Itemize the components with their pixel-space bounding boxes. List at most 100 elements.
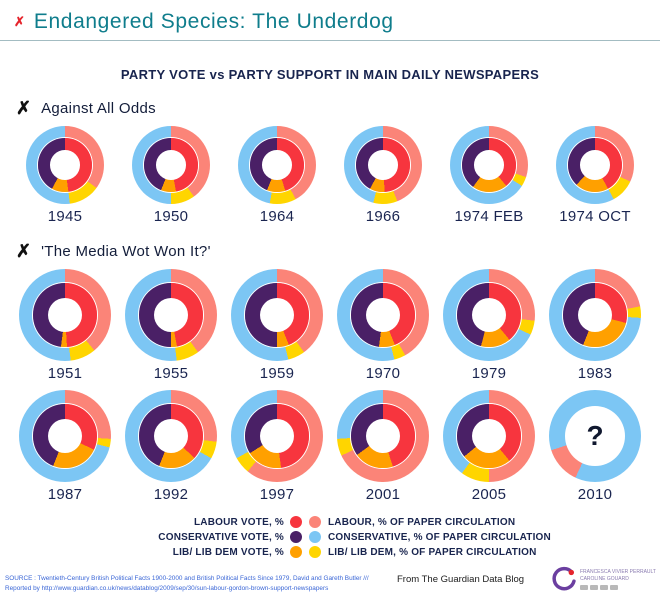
- legend-dot-conservative-papers: [309, 531, 321, 543]
- double-donut: [19, 390, 111, 482]
- year-label: 1964: [259, 208, 295, 225]
- year-label: 1987: [47, 486, 83, 503]
- legend-dot-libdem-papers: [309, 546, 321, 558]
- attribution-text: From The Guardian Data Blog: [397, 574, 525, 585]
- double-donut: [125, 269, 217, 361]
- x-mark-icon: ✗: [16, 241, 32, 261]
- section-heading: 'The Media Wot Won It?': [41, 243, 211, 260]
- legend-label-libdem-vote: LIB/ LIB DEM VOTE, %: [172, 546, 284, 558]
- legend-row-libdem: LIB/ LIB DEM VOTE, % LIB/ LIB DEM, % OF …: [34, 546, 626, 558]
- donut-chart-2010: ? 2010: [549, 390, 641, 503]
- legend-label-libdem-papers: LIB/ LIB DEM, % OF PAPER CIRCULATION: [328, 546, 537, 558]
- donut-hole: [474, 150, 504, 180]
- donut-grid-media-wot-won-it: 1951 1955 1959 1970 1979 1983 1987 1992 1997 2001…: [0, 262, 660, 503]
- x-mark-icon: ✗: [16, 98, 32, 118]
- donut-hole: [577, 297, 613, 333]
- donut-chart-2005: 2005: [443, 390, 535, 503]
- donut-hole: [471, 418, 507, 454]
- chart-subtitle: PARTY VOTE vs PARTY SUPPORT IN MAIN DAIL…: [120, 67, 540, 82]
- donut-hole: [262, 150, 292, 180]
- donut-hole: [47, 297, 83, 333]
- year-label: 1979: [471, 365, 507, 382]
- year-label: 1966: [365, 208, 401, 225]
- double-donut: [19, 269, 111, 361]
- header-divider: [0, 40, 660, 41]
- donut-chart-1997: 1997: [231, 390, 323, 503]
- double-donut: [344, 126, 422, 204]
- legend-row-labour: LABOUR VOTE, % LABOUR, % OF PAPER CIRCUL…: [34, 516, 626, 528]
- source-line-1: SOURCE : Twentieth-Century British Polit…: [5, 575, 369, 583]
- legend-label-conservative-vote: CONSERVATIVE VOTE, %: [158, 531, 284, 543]
- legend-row-conservative: CONSERVATIVE VOTE, % CONSERVATIVE, % OF …: [34, 531, 626, 543]
- section-media-wot-won-it: ✗ 'The Media Wot Won It?' 1951 1955 1959 19…: [0, 241, 660, 503]
- donut-hole: [259, 297, 295, 333]
- legend-dot-libdem-vote: [290, 546, 302, 558]
- legend-dot-conservative-vote: [290, 531, 302, 543]
- designer-name-2: CAROLINE GOUARD: [579, 576, 629, 582]
- section-heading-row: ✗ Against All Odds: [16, 98, 660, 119]
- donut-hole: [259, 418, 295, 454]
- designer-names: FRANCESCA VIVIER PERRAULT CAROLINE GOUAR…: [579, 568, 656, 590]
- donut-chart-1987: 1987: [19, 390, 111, 503]
- donut-hole: [365, 418, 401, 454]
- donut-chart-1945: 1945: [26, 126, 104, 225]
- page-title: Endangered Species: The Underdog: [33, 10, 394, 33]
- year-label: 1974 FEB: [454, 208, 524, 225]
- year-label: 2010: [577, 486, 613, 503]
- donut-chart-1979: 1979: [443, 269, 535, 382]
- donut-hole: [580, 150, 610, 180]
- double-donut: [238, 126, 316, 204]
- section-against-all-odds: ✗ Against All Odds 1945 1950 1964 1966 1974 …: [0, 98, 660, 225]
- year-label: 1959: [259, 365, 295, 382]
- year-label: 1992: [153, 486, 189, 503]
- red-x-mark-icon: ✗: [14, 14, 25, 29]
- year-label: 1950: [153, 208, 189, 225]
- donut-chart-1992: 1992: [125, 390, 217, 503]
- legend-label-conservative-papers: CONSERVATIVE, % OF PAPER CIRCULATION: [328, 531, 551, 543]
- double-donut: [231, 269, 323, 361]
- designer-credit: FRANCESCA VIVIER PERRAULT CAROLINE GOUAR…: [549, 565, 656, 593]
- donut-chart-1974-feb: 1974 FEB: [450, 126, 528, 225]
- year-label: 1983: [577, 365, 613, 382]
- donut-hole: [153, 418, 189, 454]
- donut-chart-1964: 1964: [238, 126, 316, 225]
- legend-dot-labour-papers: [309, 516, 321, 528]
- donut-chart-1970: 1970: [337, 269, 429, 382]
- donut-chart-2001: 2001: [337, 390, 429, 503]
- page-footer: SOURCE : Twentieth-Century British Polit…: [5, 565, 656, 593]
- donut-chart-1955: 1955: [125, 269, 217, 382]
- double-donut: [556, 126, 634, 204]
- legend-label-labour-papers: LABOUR, % OF PAPER CIRCULATION: [328, 516, 516, 528]
- designer-name-1: FRANCESCA VIVIER PERRAULT: [579, 568, 656, 575]
- year-label: 2001: [365, 486, 401, 503]
- legend: LABOUR VOTE, % LABOUR, % OF PAPER CIRCUL…: [0, 516, 660, 558]
- donut-chart-1983: 1983: [549, 269, 641, 382]
- source-line-2: Reported by http://www.guardian.co.uk/ne…: [5, 584, 329, 592]
- donut-hole: [368, 150, 398, 180]
- legend-dot-labour-vote: [290, 516, 302, 528]
- unknown-result-mark: ?: [564, 405, 626, 467]
- donut-hole: [156, 150, 186, 180]
- year-label: 1970: [365, 365, 401, 382]
- double-donut: [450, 126, 528, 204]
- double-donut: [549, 269, 641, 361]
- year-label: 1955: [153, 365, 189, 382]
- year-label: 2005: [471, 486, 507, 503]
- double-donut: [443, 390, 535, 482]
- designer-swirl-logo: [552, 566, 576, 591]
- donut-chart-1959: 1959: [231, 269, 323, 382]
- double-donut: [132, 126, 210, 204]
- year-label: 1974 OCT: [559, 208, 631, 225]
- section-heading-row: ✗ 'The Media Wot Won It?': [16, 241, 660, 262]
- legend-label-labour-vote: LABOUR VOTE, %: [193, 516, 284, 528]
- cc-license-icons: [579, 584, 656, 590]
- donut-chart-1950: 1950: [132, 126, 210, 225]
- donut-grid-against-all-odds: 1945 1950 1964 1966 1974 FEB 1974 OCT: [0, 119, 660, 225]
- year-label: 1997: [259, 486, 295, 503]
- donut-chart-1974-oct: 1974 OCT: [556, 126, 634, 225]
- double-donut: [125, 390, 217, 482]
- donut-chart-1966: 1966: [344, 126, 422, 225]
- source-note: SOURCE : Twentieth-Century British Polit…: [5, 574, 377, 593]
- donut-hole: [50, 150, 80, 180]
